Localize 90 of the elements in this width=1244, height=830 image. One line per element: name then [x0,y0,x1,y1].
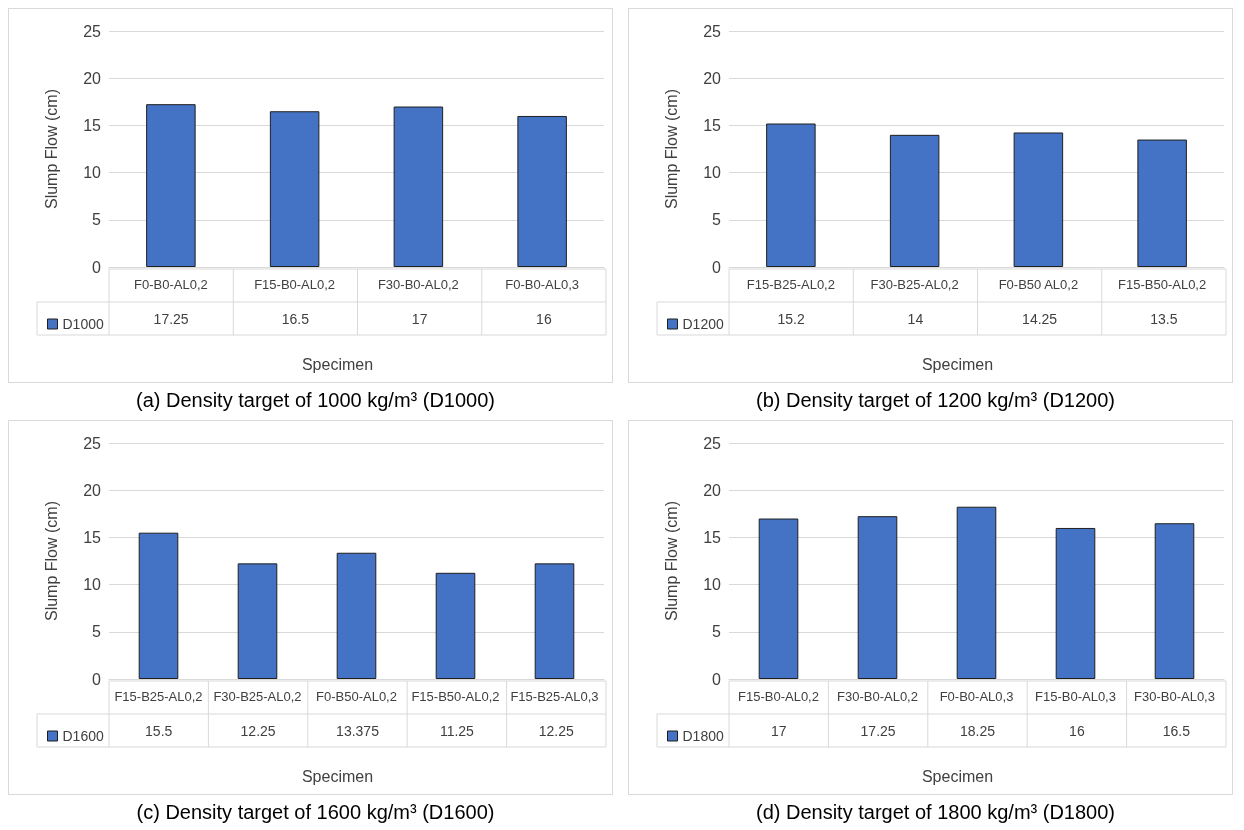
data-label: 15.2 [777,310,805,327]
bar [138,532,179,679]
bar [1055,527,1096,679]
data-label: 16.5 [1162,722,1191,739]
x-tick-label: F30-B25-AL0,2 [213,689,302,704]
x-tick-label: F0-B0-AL0,3 [505,277,579,292]
data-label: 17 [411,310,428,327]
y-tick-label: 20 [703,481,722,499]
x-axis-title: Specimen [301,355,374,373]
y-tick-label: 5 [712,623,722,641]
bar [237,563,278,679]
y-tick-label: 25 [703,22,722,40]
y-tick-label: 10 [83,164,102,182]
data-label: 18.25 [959,722,996,739]
bar [534,563,575,679]
x-tick-label: F0-B50 AL0,2 [998,277,1079,292]
legend-label: D1800 [682,728,724,744]
bar [1137,139,1187,267]
x-tick-label: F15-B0-AL0,2 [254,277,336,292]
y-tick-label: 25 [83,22,102,40]
x-tick-label: F0-B50-AL0,2 [316,689,397,704]
data-label: 16 [536,310,552,327]
x-tick-label: F15-B25-AL0,2 [746,277,835,292]
y-tick-label: 10 [703,576,722,594]
x-tick-label: F15-B25-AL0,2 [114,689,203,704]
data-label: 12.25 [240,722,276,739]
data-label: 17 [770,722,787,739]
y-tick-label: 0 [712,258,722,276]
bar [1013,132,1064,267]
data-label: 14 [907,310,924,327]
y-axis-title: Slump Flow (cm) [42,88,60,210]
x-tick-label: F15-B25-AL0,3 [510,689,599,704]
x-tick-label: F30-B0-AL0,2 [837,689,918,704]
bar [956,506,997,679]
y-axis-title: Slump Flow (cm) [662,88,680,210]
text: (b) Density target of 1200 kg/m³ (D1200) [754,389,1116,412]
bar [766,123,816,267]
legend-label: D1000 [62,316,104,332]
y-tick-label: 20 [83,69,102,87]
data-label: 12.25 [538,722,575,739]
data-label: 17.25 [153,310,189,327]
data-label: 14.25 [1022,310,1058,327]
x-tick-label: F15-B50-AL0,2 [1118,277,1207,292]
data-label: 11.25 [439,722,475,739]
bar [1154,523,1195,679]
legend-label: D1200 [682,316,724,332]
y-tick-label: 0 [92,670,102,688]
y-tick-label: 25 [703,434,722,452]
x-axis-title: Specimen [921,767,994,785]
y-axis-title: Slump Flow (cm) [42,500,60,622]
x-tick-label: F0-B0-AL0,3 [939,689,1014,704]
x-axis-title: Specimen [301,767,374,785]
y-tick-label: 0 [712,670,722,688]
y-tick-label: 10 [83,576,102,594]
bar [889,134,940,267]
data-label: 17.25 [860,722,896,739]
text: (d) Density target of 1800 kg/m³ (D1800) [754,801,1116,824]
y-axis-title: Slump Flow (cm) [662,500,680,622]
y-tick-label: 15 [703,528,722,546]
legend-label: D1600 [62,728,104,744]
x-tick-label: F15-B0-AL0,3 [1035,689,1116,704]
data-label: 13.375 [336,722,380,739]
y-tick-label: 5 [92,211,102,229]
y-tick-label: 0 [92,258,102,276]
y-tick-label: 15 [83,116,102,134]
bar [336,552,377,679]
x-tick-label: F30-B0-AL0,2 [377,277,459,292]
x-axis-title: Specimen [921,355,994,373]
y-tick-label: 20 [703,69,722,87]
x-tick-label: F15-B50-AL0,2 [411,689,500,704]
x-tick-label: F30-B25-AL0,2 [870,277,959,292]
text: (a) Density target of 1000 kg/m³ (D1000) [134,389,496,412]
text: (c) Density target of 1600 kg/m³ (D1600) [135,801,496,824]
y-tick-label: 20 [83,481,102,499]
y-tick-label: 15 [83,528,102,546]
bar [857,516,898,679]
y-tick-label: 5 [712,211,722,229]
y-tick-label: 15 [703,116,722,134]
y-tick-label: 10 [703,164,722,182]
y-tick-label: 5 [92,623,102,641]
y-tick-label: 25 [83,434,102,452]
data-label: 16.5 [281,310,310,327]
x-tick-label: F15-B0-AL0,2 [738,689,819,704]
x-tick-label: F30-B0-AL0,3 [1134,689,1215,704]
bar [758,518,799,679]
data-label: 13.5 [1150,310,1178,327]
data-label: 15.5 [145,722,173,739]
x-tick-label: F0-B0-AL0,2 [134,277,208,292]
data-label: 16 [1069,722,1085,739]
bar [435,572,476,679]
